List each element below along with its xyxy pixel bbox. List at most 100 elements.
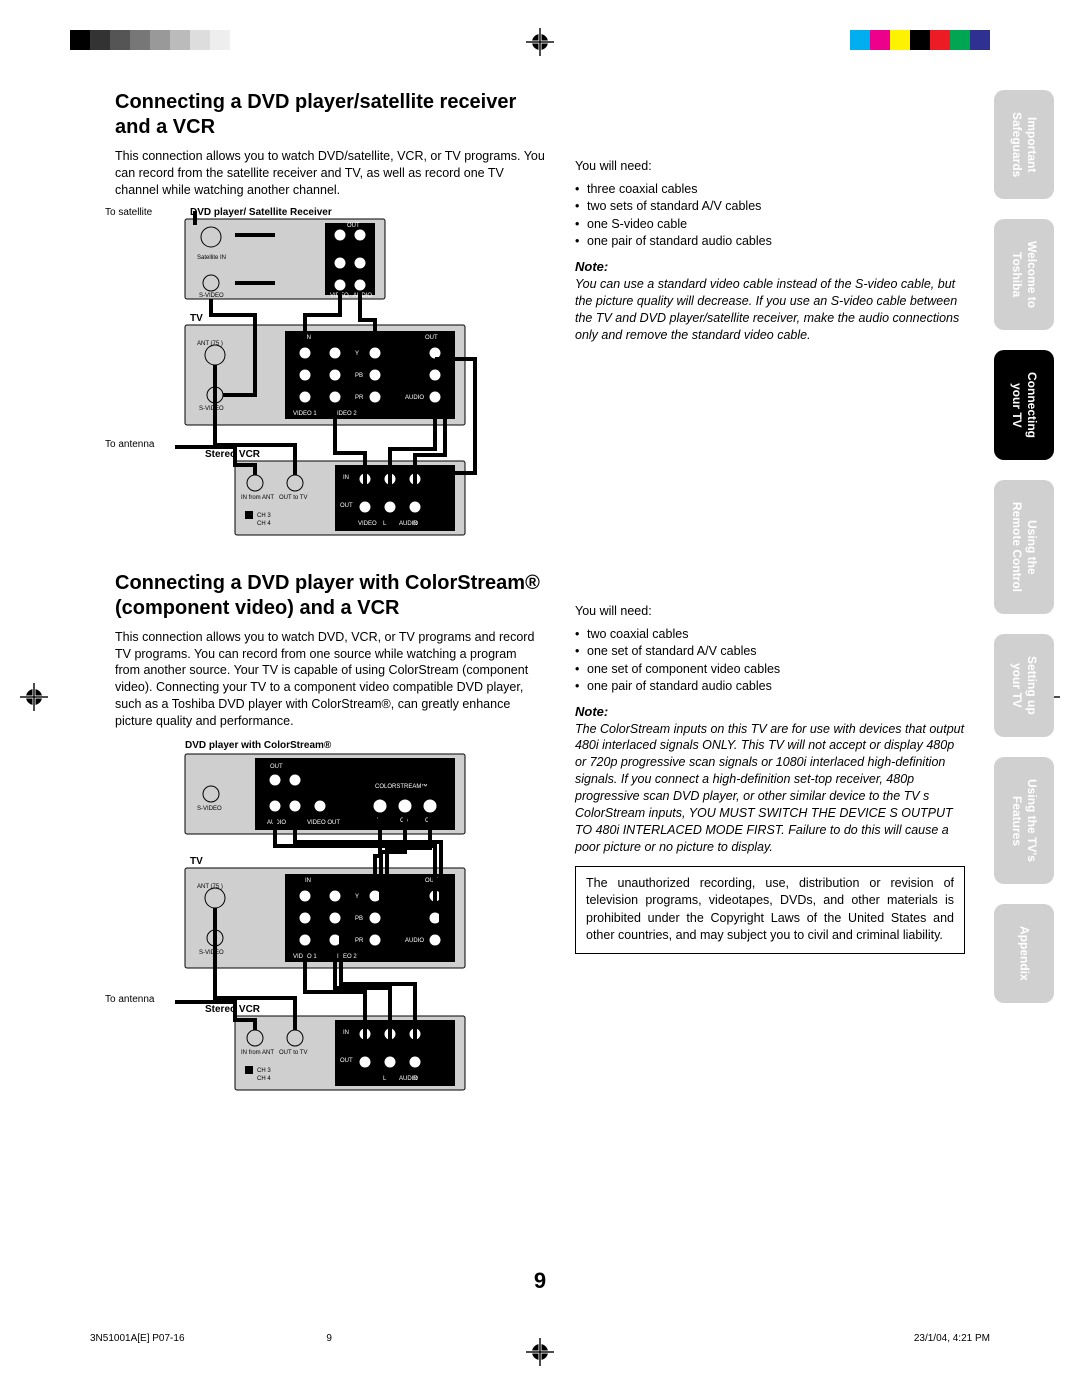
connection-diagram-1: Satellite IN S-VIDEO OUT VIDEO AUDIO <box>175 205 495 545</box>
page-number: 9 <box>534 1268 546 1294</box>
svg-text:S-VIDEO: S-VIDEO <box>199 406 224 412</box>
dvd-colorstream-label: DVD player with ColorStream® <box>185 740 331 751</box>
need-item: one S-video cable <box>575 216 965 234</box>
svg-text:IN from ANT: IN from ANT <box>241 1050 274 1056</box>
stereo-vcr-label-2: Stereo VCR <box>205 1004 260 1015</box>
to-antenna-label-1: To antenna <box>105 439 155 450</box>
section-2: Connecting a DVD player with ColorStream… <box>115 571 965 1106</box>
svg-text:PR: PR <box>355 395 364 401</box>
reg-sq <box>210 30 230 50</box>
reg-sq <box>190 30 210 50</box>
reg-sq <box>950 30 970 50</box>
section-2-needs-intro: You will need: <box>575 603 965 620</box>
need-item: three coaxial cables <box>575 181 965 199</box>
svg-text:R: R <box>413 1076 418 1082</box>
svg-text:R: R <box>413 521 418 527</box>
tab-features: Using the TV's Features <box>994 757 1054 884</box>
footer-mid: 9 <box>326 1333 332 1344</box>
section-1-note: You can use a standard video cable inste… <box>575 276 965 344</box>
svg-text:OUT: OUT <box>340 503 353 509</box>
svg-text:S-VIDEO: S-VIDEO <box>199 950 224 956</box>
reg-sq <box>970 30 990 50</box>
svg-text:IN: IN <box>343 1030 349 1036</box>
svg-text:Y: Y <box>355 351 359 357</box>
need-item: one set of standard A/V cables <box>575 643 965 661</box>
section-1-needs-list: three coaxial cables two sets of standar… <box>575 181 965 251</box>
svg-text:S-VIDEO: S-VIDEO <box>197 806 222 812</box>
section-1-heading: Connecting a DVD player/satellite receiv… <box>115 90 545 140</box>
tab-safeguards: Important Safeguards <box>994 90 1054 199</box>
footer-left: 3N51001A[E] P07-16 <box>90 1333 185 1344</box>
registration-bar-top <box>70 30 250 50</box>
svg-text:IN: IN <box>343 475 349 481</box>
to-antenna-label-2: To antenna <box>105 994 155 1005</box>
reg-sq <box>850 30 870 50</box>
svg-text:Satellite IN: Satellite IN <box>197 255 226 261</box>
to-satellite-label: To satellite <box>105 207 152 218</box>
reg-sq <box>110 30 130 50</box>
reg-sq <box>910 30 930 50</box>
svg-text:PR: PR <box>355 938 364 944</box>
svg-text:OUT: OUT <box>270 764 283 770</box>
svg-text:CH 4: CH 4 <box>257 1076 271 1082</box>
tab-remote: Using the Remote Control <box>994 480 1054 614</box>
tab-appendix: Appendix <box>994 904 1054 1003</box>
need-item: one pair of standard audio cables <box>575 678 965 696</box>
dvd-sat-receiver-label: DVD player/ Satellite Receiver <box>190 207 332 218</box>
tab-setting-up: Setting up your TV <box>994 634 1054 737</box>
tv-label-2: TV <box>190 856 203 867</box>
section-2-intro: This connection allows you to watch DVD,… <box>115 629 545 730</box>
need-item: one set of component video cables <box>575 661 965 679</box>
svg-text:CH 4: CH 4 <box>257 521 271 527</box>
stereo-vcr-label-1: Stereo VCR <box>205 449 260 460</box>
reg-sq <box>70 30 90 50</box>
section-2-note-label: Note: <box>575 704 965 719</box>
footer-right: 23/1/04, 4:21 PM <box>914 1333 990 1344</box>
section-tabs: Important Safeguards Welcome to Toshiba … <box>994 90 1054 1023</box>
svg-text:AUDIO: AUDIO <box>353 293 372 299</box>
registration-bar-right <box>850 30 1010 50</box>
reg-sq <box>930 30 950 50</box>
reg-sq <box>990 30 1010 50</box>
svg-text:CH 3: CH 3 <box>257 513 271 519</box>
section-2-note: The ColorStream inputs on this TV are fo… <box>575 721 965 856</box>
reg-sq <box>890 30 910 50</box>
copyright-warning: The unauthorized recording, use, distrib… <box>575 866 965 954</box>
tab-connecting: Connecting your TV <box>994 350 1054 460</box>
svg-text:VIDEO 1: VIDEO 1 <box>293 411 317 417</box>
reg-sq <box>170 30 190 50</box>
section-1: Connecting a DVD player/satellite receiv… <box>115 90 965 555</box>
svg-text:OUT to TV: OUT to TV <box>279 1050 307 1056</box>
svg-text:Y: Y <box>355 894 359 900</box>
footer: 3N51001A[E] P07-16 9 23/1/04, 4:21 PM <box>90 1333 990 1344</box>
section-2-needs-list: two coaxial cables one set of standard A… <box>575 626 965 696</box>
svg-text:COLORSTREAM™: COLORSTREAM™ <box>375 783 427 790</box>
svg-text:OUT: OUT <box>425 335 438 341</box>
svg-text:OUT: OUT <box>347 223 360 229</box>
section-1-needs-intro: You will need: <box>575 158 965 175</box>
svg-text:VIDEO: VIDEO <box>358 521 377 527</box>
tv-label-1: TV <box>190 313 203 324</box>
section-1-note-label: Note: <box>575 259 965 274</box>
reg-sq <box>90 30 110 50</box>
svg-text:S-VIDEO: S-VIDEO <box>199 293 224 299</box>
svg-text:VIDEO OUT: VIDEO OUT <box>307 820 340 826</box>
svg-text:OUT to TV: OUT to TV <box>279 495 307 501</box>
svg-text:PB: PB <box>355 373 363 379</box>
need-item: one pair of standard audio cables <box>575 233 965 251</box>
reg-sq <box>130 30 150 50</box>
svg-text:OUT: OUT <box>340 1058 353 1064</box>
reg-sq <box>230 30 250 50</box>
svg-text:AUDIO: AUDIO <box>405 938 424 944</box>
svg-text:ANT (75 ): ANT (75 ) <box>197 341 223 347</box>
need-item: two coaxial cables <box>575 626 965 644</box>
svg-text:PB: PB <box>355 916 363 922</box>
tab-welcome: Welcome to Toshiba <box>994 219 1054 330</box>
registration-mark-top <box>526 28 554 56</box>
svg-text:CH 3: CH 3 <box>257 1068 271 1074</box>
registration-mark-left <box>20 683 48 711</box>
need-item: two sets of standard A/V cables <box>575 198 965 216</box>
svg-text:IN: IN <box>305 878 311 884</box>
page-content: Connecting a DVD player/satellite receiv… <box>115 90 965 1106</box>
reg-sq <box>150 30 170 50</box>
